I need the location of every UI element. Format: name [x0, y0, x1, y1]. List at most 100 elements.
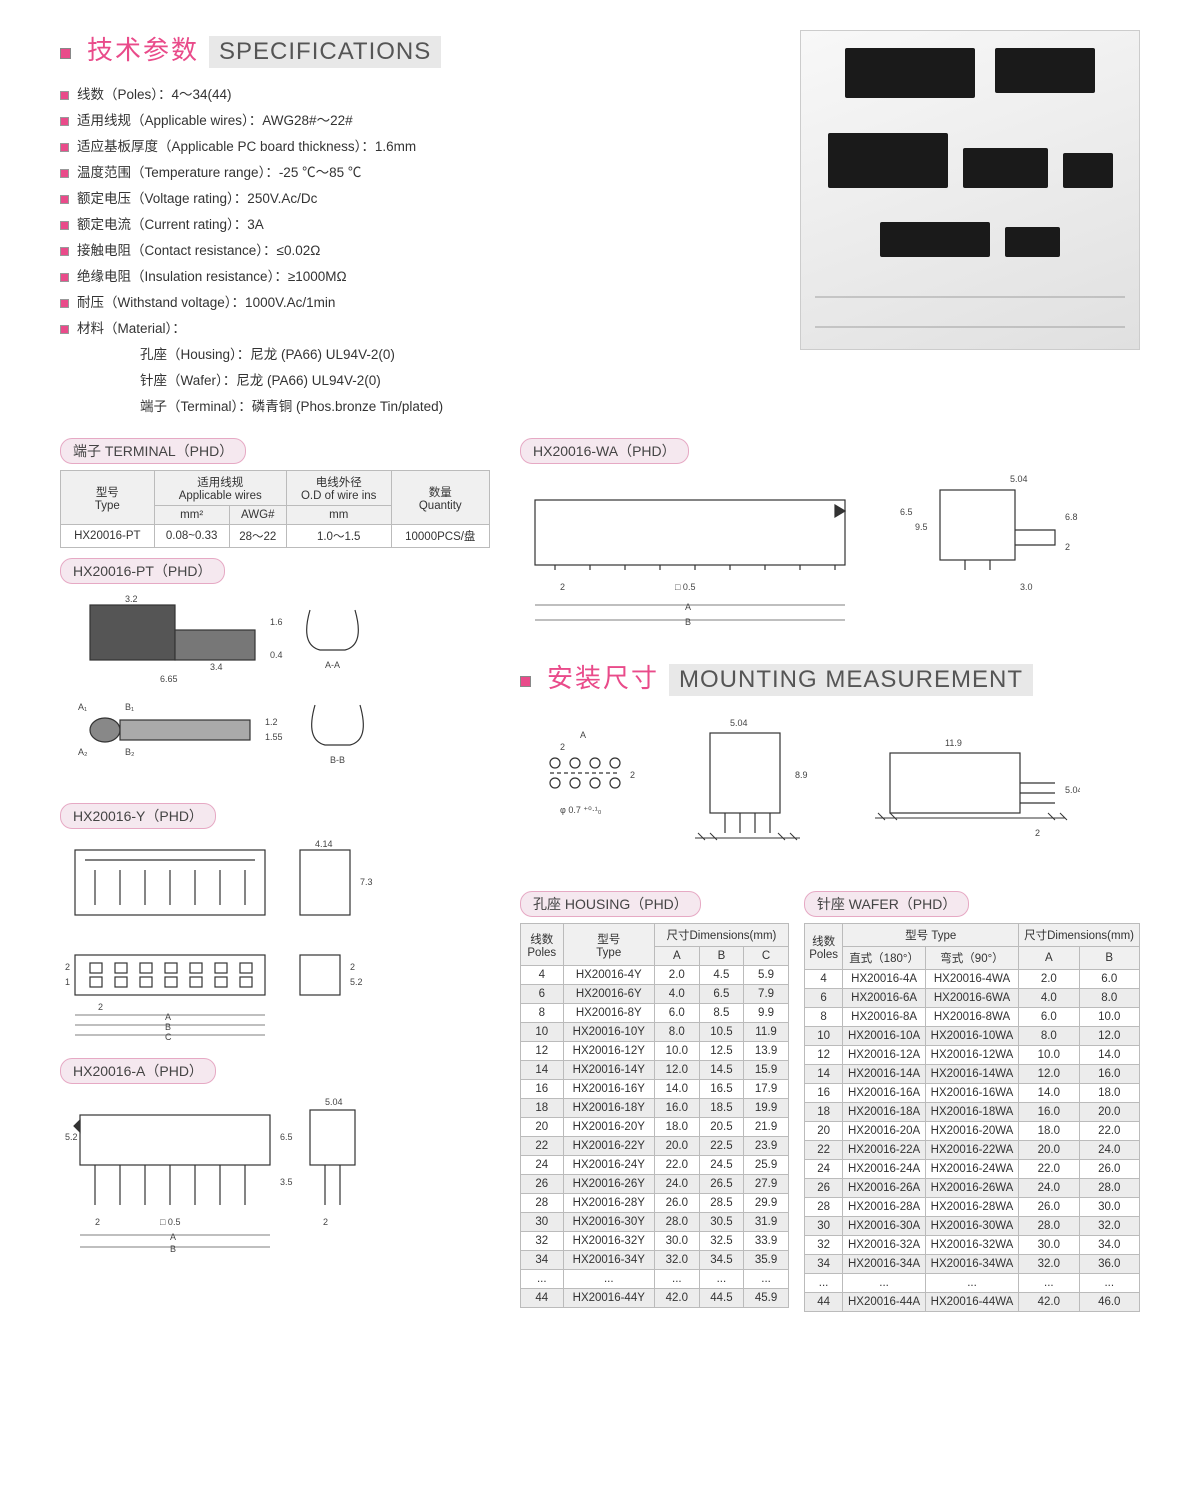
svg-text:B: B	[685, 617, 691, 627]
table-row: 8HX20016-8AHX20016-8WA6.010.0	[804, 1008, 1139, 1027]
svg-text:B₁: B₁	[125, 702, 134, 712]
mount-title-cn: 安装尺寸	[547, 658, 659, 695]
table-row: 6HX20016-6AHX20016-6WA4.08.0	[804, 989, 1139, 1008]
table-row: 6HX20016-6Y4.06.57.9	[521, 985, 789, 1004]
table-row: 18HX20016-18AHX20016-18WA16.020.0	[804, 1103, 1139, 1122]
svg-text:5.04: 5.04	[730, 718, 748, 728]
svg-text:6.65: 6.65	[160, 674, 178, 684]
svg-text:2: 2	[1035, 828, 1040, 838]
table-row: 22HX20016-22Y20.022.523.9	[521, 1137, 789, 1156]
material-line: 针座（Wafer）：尼龙 (PA66) UL94V-2(0)	[60, 366, 780, 392]
spec-item: 额定电流（Current rating）：3A	[60, 210, 780, 236]
svg-text:6.5: 6.5	[900, 507, 913, 517]
svg-text:2: 2	[95, 1217, 100, 1227]
spec-item: 温度范围（Temperature range）：-25 ℃～85 ℃	[60, 158, 780, 184]
svg-text:□ 0.5: □ 0.5	[160, 1217, 180, 1227]
table-row: 28HX20016-28AHX20016-28WA26.030.0	[804, 1198, 1139, 1217]
table-row: 12HX20016-12Y10.012.513.9	[521, 1042, 789, 1061]
bullet-icon	[60, 117, 69, 126]
mount-header: 安装尺寸 MOUNTING MEASUREMENT	[520, 658, 1140, 696]
spec-item: 适用线规（Applicable wires）：AWG28#～22#	[60, 106, 780, 132]
table-row: 32HX20016-32AHX20016-32WA30.034.0	[804, 1236, 1139, 1255]
table-row: 32HX20016-32Y30.032.533.9	[521, 1232, 789, 1251]
svg-text:3.4: 3.4	[210, 662, 223, 672]
table-row: 34HX20016-34AHX20016-34WA32.036.0	[804, 1255, 1139, 1274]
svg-text:φ 0.7 ⁺⁰·¹₀: φ 0.7 ⁺⁰·¹₀	[560, 805, 602, 815]
svg-text:2: 2	[1065, 542, 1070, 552]
svg-text:2: 2	[630, 770, 635, 780]
svg-text:1.55: 1.55	[265, 732, 283, 742]
svg-text:A: A	[170, 1232, 176, 1242]
svg-text:B-B: B-B	[330, 755, 345, 765]
svg-text:6.8: 6.8	[1065, 512, 1078, 522]
spec-item: 耐压（Withstand voltage）：1000V.Ac/1min	[60, 288, 780, 314]
table-row: 28HX20016-28Y26.028.529.9	[521, 1194, 789, 1213]
specs-title-cn: 技术参数	[87, 30, 199, 67]
a-panel-label: HX20016-A（PHD）	[60, 1058, 216, 1084]
svg-text:8.9: 8.9	[795, 770, 808, 780]
table-row: 14HX20016-14Y12.014.515.9	[521, 1061, 789, 1080]
spec-item: 绝缘电阻（Insulation resistance）：≥1000MΩ	[60, 262, 780, 288]
bullet-icon	[60, 195, 69, 204]
table-row: 18HX20016-18Y16.018.519.9	[521, 1099, 789, 1118]
specs-header: 技术参数 SPECIFICATIONS	[60, 30, 780, 68]
housing-table: 线数Poles 型号Type 尺寸Dimensions(mm) ABC 4HX2…	[520, 923, 789, 1308]
table-row: 22HX20016-22AHX20016-22WA20.024.0	[804, 1141, 1139, 1160]
table-row: 14HX20016-14AHX20016-14WA12.016.0	[804, 1065, 1139, 1084]
product-photo	[800, 30, 1140, 350]
svg-text:B₂: B₂	[125, 747, 135, 757]
bullet-icon	[60, 325, 69, 334]
specs-title-en: SPECIFICATIONS	[209, 36, 441, 68]
table-row: 4HX20016-4Y2.04.55.9	[521, 966, 789, 985]
svg-text:4.14: 4.14	[315, 839, 333, 849]
svg-text:2: 2	[560, 742, 565, 752]
svg-text:A: A	[165, 1012, 171, 1022]
table-row: 4HX20016-4AHX20016-4WA2.06.0	[804, 970, 1139, 989]
svg-text:B: B	[170, 1244, 176, 1254]
svg-text:1.2: 1.2	[265, 717, 278, 727]
svg-text:C: C	[165, 1032, 172, 1042]
svg-text:5.04: 5.04	[325, 1097, 343, 1107]
bullet-icon	[60, 91, 69, 100]
table-row: ...............	[521, 1270, 789, 1289]
svg-text:2: 2	[323, 1217, 328, 1227]
table-row: 16HX20016-16AHX20016-16WA14.018.0	[804, 1084, 1139, 1103]
table-row: 44HX20016-44Y42.044.545.9	[521, 1289, 789, 1308]
table-row: 30HX20016-30Y28.030.531.9	[521, 1213, 789, 1232]
table-row: 44HX20016-44AHX20016-44WA42.046.0	[804, 1293, 1139, 1312]
wa-panel-label: HX20016-WA（PHD）	[520, 438, 689, 464]
svg-text:3.2: 3.2	[125, 594, 138, 604]
svg-text:7.3: 7.3	[360, 877, 373, 887]
bullet-icon	[60, 143, 69, 152]
specifications-block: 技术参数 SPECIFICATIONS 线数（Poles）：4～34(44)适用…	[60, 30, 780, 418]
table-row: 24HX20016-24AHX20016-24WA22.026.0	[804, 1160, 1139, 1179]
svg-text:9.5: 9.5	[915, 522, 928, 532]
bullet-icon	[60, 273, 69, 282]
bullet-icon	[60, 48, 71, 59]
wafer-panel-label: 针座 WAFER（PHD）	[804, 891, 969, 917]
mount-diagram: A 2 2 φ 0.7 ⁺⁰·¹₀ 5.04 8.9 11.9 5.04 2	[520, 708, 1080, 868]
material-line: 孔座（Housing）：尼龙 (PA66) UL94V-2(0)	[60, 340, 780, 366]
table-row: 26HX20016-26AHX20016-26WA24.028.0	[804, 1179, 1139, 1198]
bullet-icon	[60, 169, 69, 178]
svg-text:3.5: 3.5	[280, 1177, 293, 1187]
svg-text:2: 2	[350, 962, 355, 972]
spec-item: 接触电阻（Contact resistance）：≤0.02Ω	[60, 236, 780, 262]
bullet-icon	[60, 247, 69, 256]
pt-diagram: 3.2 6.65 3.4 1.6 0.4 A-A A₁ A₂ B₁ B₂ 1.2…	[60, 590, 380, 790]
svg-text:5.04: 5.04	[1010, 474, 1028, 484]
spec-item: 材料（Material）：	[60, 314, 780, 340]
bullet-icon	[60, 299, 69, 308]
svg-text:6.5: 6.5	[280, 1132, 293, 1142]
svg-text:A: A	[580, 730, 586, 740]
svg-text:5.04: 5.04	[1065, 785, 1080, 795]
svg-text:A-A: A-A	[325, 660, 340, 670]
svg-text:A: A	[685, 602, 691, 612]
material-line: 端子（Terminal）：磷青铜 (Phos.bronze Tin/plated…	[60, 392, 780, 418]
table-row: ...............	[804, 1274, 1139, 1293]
table-row: 26HX20016-26Y24.026.527.9	[521, 1175, 789, 1194]
table-row: 30HX20016-30AHX20016-30WA28.032.0	[804, 1217, 1139, 1236]
table-row: 20HX20016-20AHX20016-20WA18.022.0	[804, 1122, 1139, 1141]
housing-panel-label: 孔座 HOUSING（PHD）	[520, 891, 701, 917]
y-diagram: 4.14 7.3 2 1 2 5.2 2 A B C	[60, 835, 380, 1045]
